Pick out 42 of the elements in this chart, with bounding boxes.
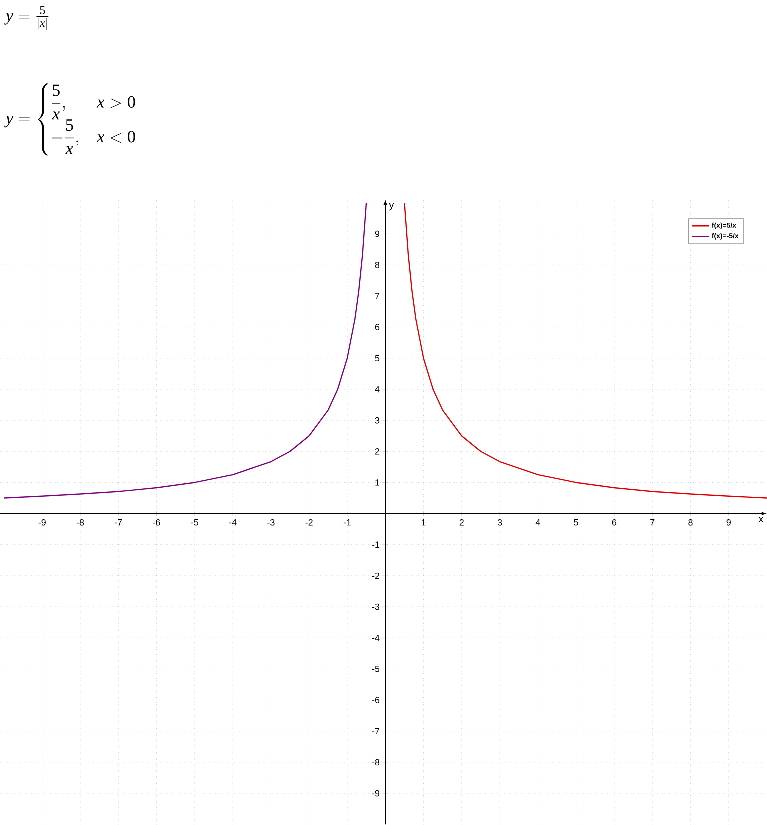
line-series [3, 202, 367, 499]
line-series [404, 202, 767, 499]
y-tick-label: 1 [375, 480, 380, 486]
chart-title: $y=\frac{5}{|x|}$ [4, 6, 48, 30]
x-tick-label: -4 [229, 519, 237, 526]
x-tick-label: -8 [76, 519, 84, 526]
y-tick-label: 8 [375, 262, 380, 268]
y-tick-label: 5 [375, 355, 380, 362]
x-tick-label: 1 [422, 519, 426, 526]
y-tick-label: -9 [372, 790, 380, 797]
x-tick-label: 2 [460, 519, 464, 526]
y-tick-label: 6 [375, 324, 380, 331]
x-tick-label: 9 [726, 519, 731, 526]
x-tick-label: -2 [306, 519, 313, 526]
x-tick-label: -3 [267, 519, 275, 526]
y-tick-label: 3 [375, 417, 380, 424]
y-tick-label: -1 [372, 542, 380, 548]
x-tick-label: 5 [574, 519, 578, 526]
chart-subtitle: $y=\begin{cases}\dfrac{5}{x}, & x>0\\ -\dfrac{5}{x}, & x<0\end{cases}$ [4, 83, 136, 156]
x-tick-label: 6 [612, 519, 616, 526]
y-tick-label: 7 [375, 293, 380, 300]
y-tick-label: -4 [372, 635, 380, 642]
y-tick-label: -3 [372, 604, 380, 610]
x-axis-title: x [758, 517, 764, 523]
y-tick-label: 2 [375, 448, 380, 455]
y-tick-label: 4 [374, 386, 380, 393]
y-tick-label: 9 [375, 230, 380, 238]
y-axis-title: y [389, 203, 394, 211]
y-tick-label: -6 [372, 697, 380, 704]
x-tick-label: 3 [498, 519, 502, 526]
y-tick-label: -5 [372, 666, 380, 672]
x-tick-label: -1 [344, 519, 351, 526]
x-tick-label: 7 [650, 519, 654, 526]
x-tick-label: -5 [191, 519, 198, 526]
x-tick-label: -6 [152, 519, 160, 526]
y-tick-label: -2 [372, 572, 380, 580]
y-tick-label: -7 [372, 728, 380, 734]
x-tick-label: 4 [536, 519, 540, 526]
y-tick-label: -8 [372, 759, 380, 766]
x-tick-label: 8 [688, 519, 693, 526]
x-tick-label: -7 [114, 519, 122, 526]
x-tick-label: -9 [38, 519, 46, 526]
